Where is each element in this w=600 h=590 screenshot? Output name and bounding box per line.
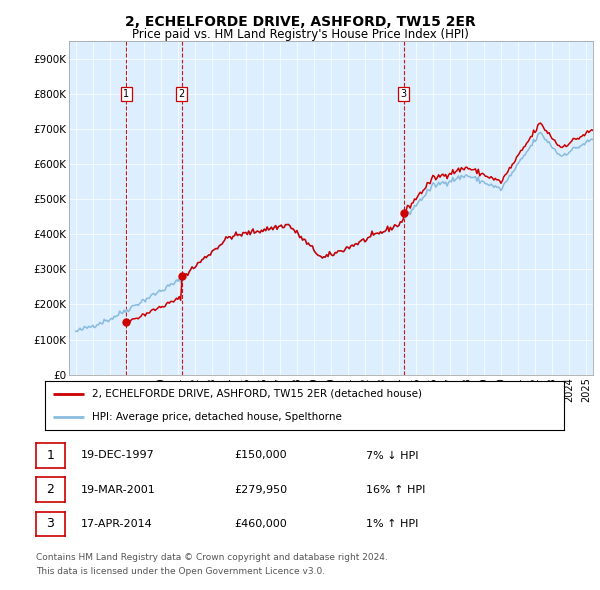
Text: 2: 2 — [178, 89, 185, 99]
Text: 1: 1 — [46, 449, 55, 462]
Text: Price paid vs. HM Land Registry's House Price Index (HPI): Price paid vs. HM Land Registry's House … — [131, 28, 469, 41]
Text: £150,000: £150,000 — [234, 451, 287, 460]
Text: 16% ↑ HPI: 16% ↑ HPI — [366, 485, 425, 494]
Text: £460,000: £460,000 — [234, 519, 287, 529]
Text: 3: 3 — [401, 89, 407, 99]
Text: 2, ECHELFORDE DRIVE, ASHFORD, TW15 2ER (detached house): 2, ECHELFORDE DRIVE, ASHFORD, TW15 2ER (… — [92, 389, 422, 399]
Text: 7% ↓ HPI: 7% ↓ HPI — [366, 451, 419, 460]
Text: 17-APR-2014: 17-APR-2014 — [81, 519, 153, 529]
Text: 3: 3 — [46, 517, 55, 530]
Text: 1% ↑ HPI: 1% ↑ HPI — [366, 519, 418, 529]
Text: £279,950: £279,950 — [234, 485, 287, 494]
Text: 1: 1 — [123, 89, 130, 99]
Text: HPI: Average price, detached house, Spelthorne: HPI: Average price, detached house, Spel… — [92, 412, 341, 422]
Text: 19-DEC-1997: 19-DEC-1997 — [81, 451, 155, 460]
Text: 2, ECHELFORDE DRIVE, ASHFORD, TW15 2ER: 2, ECHELFORDE DRIVE, ASHFORD, TW15 2ER — [125, 15, 475, 29]
Text: Contains HM Land Registry data © Crown copyright and database right 2024.: Contains HM Land Registry data © Crown c… — [36, 553, 388, 562]
Text: This data is licensed under the Open Government Licence v3.0.: This data is licensed under the Open Gov… — [36, 566, 325, 576]
Text: 2: 2 — [46, 483, 55, 496]
Text: 19-MAR-2001: 19-MAR-2001 — [81, 485, 156, 494]
